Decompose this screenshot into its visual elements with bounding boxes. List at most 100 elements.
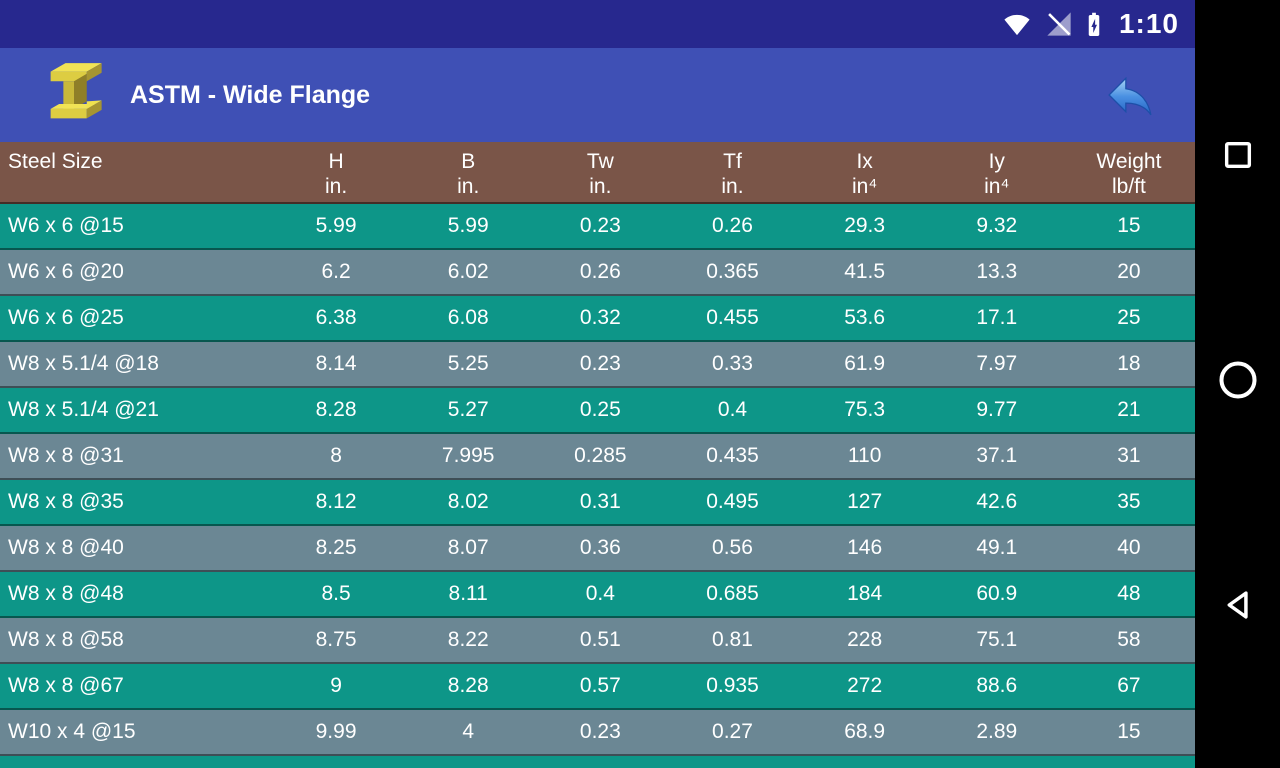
value-cell: 7.97 xyxy=(976,352,1018,375)
value-cell: 0.36 xyxy=(579,536,621,559)
table-row[interactable]: W10 x 4 @15 9.99 4 0.23 0.27 68.9 2.89 15 xyxy=(0,710,1195,756)
value-cell: 0.25 xyxy=(579,398,621,421)
table-row[interactable]: W8 x 8 @48 8.5 8.11 0.4 0.685 184 60.9 48 xyxy=(0,572,1195,618)
column-header-tw: Tw in. xyxy=(534,142,666,202)
table-row[interactable]: W8 x 8 @40 8.25 8.07 0.36 0.56 146 49.1 40 xyxy=(0,526,1195,572)
steel-size-cell: W8 x 8 @31 xyxy=(8,444,124,467)
app-content: 1:10 ASTM - Wide Flange xyxy=(0,0,1195,768)
steel-size-cell: W8 x 8 @67 xyxy=(8,674,124,697)
status-time: 1:10 xyxy=(1118,8,1179,39)
value-cell xyxy=(534,756,666,768)
table-row[interactable]: W8 x 8 @58 8.75 8.22 0.51 0.81 228 75.1 58 xyxy=(0,618,1195,664)
steel-size-cell: W6 x 6 @25 xyxy=(8,306,124,329)
value-cell: 48 xyxy=(1117,582,1141,605)
table-row[interactable]: W8 x 8 @31 8 7.995 0.285 0.435 110 37.1 31 xyxy=(0,434,1195,480)
value-cell: 0.51 xyxy=(579,628,621,651)
back-triangle-button[interactable] xyxy=(1219,586,1257,624)
table-row[interactable]: W8 x 8 @35 8.12 8.02 0.31 0.495 127 42.6 35 xyxy=(0,480,1195,526)
steel-size-cell: W8 x 8 @40 xyxy=(8,536,124,559)
value-cell: 127 xyxy=(847,490,883,513)
steel-size-cell: W6 x 6 @15 xyxy=(8,214,124,237)
column-header-weight: Weight lb/ft xyxy=(1063,142,1195,202)
value-cell: 0.26 xyxy=(579,260,621,283)
value-cell: 0.57 xyxy=(579,674,621,697)
value-cell: 0.23 xyxy=(579,214,621,237)
value-cell: 8.5 xyxy=(321,582,351,605)
undo-back-button[interactable] xyxy=(1103,72,1157,118)
value-cell: 20 xyxy=(1117,260,1141,283)
value-cell xyxy=(1063,756,1195,768)
value-cell: 9.32 xyxy=(976,214,1018,237)
value-cell: 42.6 xyxy=(976,490,1018,513)
recents-square-button[interactable] xyxy=(1221,138,1255,172)
table-row[interactable]: W6 x 6 @20 6.2 6.02 0.26 0.365 41.5 13.3 20 xyxy=(0,250,1195,296)
value-cell: 37.1 xyxy=(976,444,1018,467)
column-label: Tf xyxy=(723,150,742,173)
value-cell: 0.27 xyxy=(712,720,753,743)
value-cell: 0.4 xyxy=(585,582,615,605)
value-cell: 8.25 xyxy=(315,536,357,559)
value-cell: 0.4 xyxy=(717,398,748,421)
value-cell: 9.77 xyxy=(976,398,1018,421)
column-unit: in⁴ xyxy=(851,175,878,198)
table-row[interactable] xyxy=(0,756,1195,768)
value-cell: 75.1 xyxy=(976,628,1018,651)
value-cell: 75.3 xyxy=(844,398,886,421)
value-cell: 0.435 xyxy=(706,444,759,467)
value-cell: 0.685 xyxy=(706,582,759,605)
value-cell: 4 xyxy=(462,720,475,743)
steel-size-cell: W8 x 5.1/4 @18 xyxy=(8,352,159,375)
value-cell: 228 xyxy=(847,628,883,651)
column-header-b: B in. xyxy=(402,142,534,202)
value-cell: 60.9 xyxy=(976,582,1018,605)
value-cell: 8.07 xyxy=(447,536,489,559)
value-cell: 40 xyxy=(1117,536,1141,559)
value-cell: 41.5 xyxy=(844,260,886,283)
ibeam-app-icon xyxy=(40,61,108,129)
value-cell: 2.89 xyxy=(976,720,1018,743)
android-nav-bar xyxy=(1195,0,1280,768)
column-header-tf: Tf in. xyxy=(666,142,798,202)
value-cell: 31 xyxy=(1117,444,1141,467)
value-cell: 0.26 xyxy=(712,214,753,237)
value-cell: 49.1 xyxy=(976,536,1018,559)
value-cell: 61.9 xyxy=(844,352,886,375)
column-unit: in⁴ xyxy=(984,175,1010,198)
value-cell: 17.1 xyxy=(976,306,1018,329)
app-bar: ASTM - Wide Flange xyxy=(0,48,1195,142)
value-cell: 5.99 xyxy=(315,214,357,237)
table-row[interactable]: W8 x 5.1/4 @18 8.14 5.25 0.23 0.33 61.9 7.97 18 xyxy=(0,342,1195,388)
value-cell: 0.32 xyxy=(579,306,621,329)
value-cell: 8.12 xyxy=(315,490,357,513)
home-circle-button[interactable] xyxy=(1216,358,1260,402)
column-header-h: H in. xyxy=(270,142,402,202)
value-cell: 0.23 xyxy=(579,352,621,375)
table-row[interactable]: W6 x 6 @15 5.99 5.99 0.23 0.26 29.3 9.32 15 xyxy=(0,204,1195,250)
value-cell: 67 xyxy=(1117,674,1141,697)
value-cell: 0.365 xyxy=(706,260,759,283)
value-cell: 18 xyxy=(1117,352,1141,375)
table-row[interactable]: W8 x 5.1/4 @21 8.28 5.27 0.25 0.4 75.3 9.77 21 xyxy=(0,388,1195,434)
table-row[interactable]: W8 x 8 @67 9 8.28 0.57 0.935 272 88.6 67 xyxy=(0,664,1195,710)
value-cell xyxy=(799,756,931,768)
value-cell: 5.99 xyxy=(447,214,489,237)
column-unit: in. xyxy=(589,175,612,198)
column-unit: in. xyxy=(324,175,348,198)
value-cell: 6.02 xyxy=(447,260,489,283)
value-cell: 68.9 xyxy=(844,720,886,743)
value-cell xyxy=(270,756,402,768)
value-cell xyxy=(666,756,798,768)
no-signal-icon xyxy=(1045,10,1073,38)
column-header-ix: Ix in⁴ xyxy=(799,142,931,202)
value-cell: 110 xyxy=(847,444,882,467)
value-cell: 7.995 xyxy=(441,444,495,467)
battery-charging-icon xyxy=(1085,9,1103,39)
value-cell: 13.3 xyxy=(976,260,1018,283)
value-cell: 6.08 xyxy=(447,306,489,329)
table-row[interactable]: W6 x 6 @25 6.38 6.08 0.32 0.455 53.6 17.1 25 xyxy=(0,296,1195,342)
app-title: ASTM - Wide Flange xyxy=(130,80,371,109)
steel-size-cell xyxy=(0,756,270,768)
value-cell: 8.75 xyxy=(315,628,357,651)
value-cell: 0.285 xyxy=(574,444,627,467)
value-cell: 0.495 xyxy=(706,490,759,513)
